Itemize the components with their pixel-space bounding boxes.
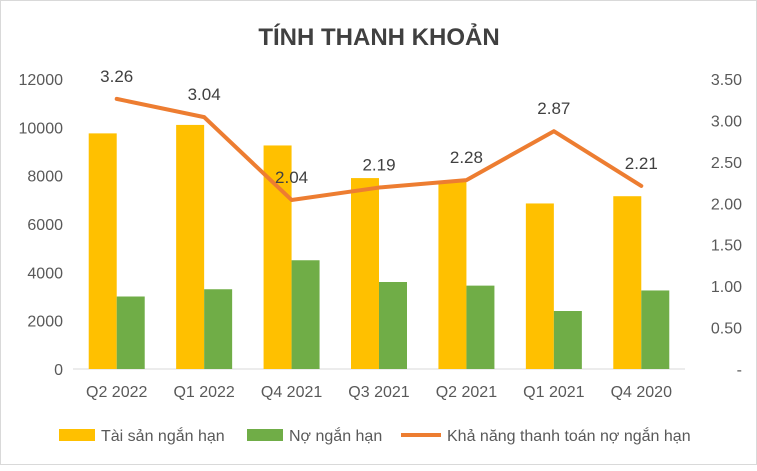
legend-label-no: Nợ ngắn hạn	[289, 426, 382, 445]
line-data-label: 2.21	[625, 154, 658, 173]
right-tick-label: 1.50	[711, 238, 742, 255]
category-label: Q2 2022	[86, 384, 147, 401]
category-label: Q1 2022	[173, 384, 234, 401]
left-axis: 0 2000 4000 6000 8000 10000 12000	[19, 72, 64, 379]
right-tick-label: 3.00	[711, 113, 742, 130]
bar-no-ngan-han	[641, 290, 670, 369]
bar-no-ngan-han	[291, 260, 320, 369]
bar-tai-san-ngan-han	[613, 196, 642, 369]
right-tick-label: 1.00	[711, 279, 742, 296]
right-tick-label: 0.50	[711, 321, 742, 338]
category-label: Q4 2021	[261, 384, 322, 401]
right-tick-label: -	[737, 362, 742, 379]
bar-tai-san-ngan-han	[88, 133, 117, 369]
category-labels: Q2 2022 Q1 2022 Q4 2021 Q3 2021 Q2 2021 Q1 20…	[86, 384, 672, 401]
left-tick-label: 8000	[27, 169, 63, 186]
line-data-label: 2.19	[362, 156, 395, 175]
bar-tai-san-ngan-han	[176, 124, 205, 370]
legend-label-kha-nang: Khả năng thanh toán nợ ngắn hạn	[447, 426, 691, 445]
line-series-group: 3.26 3.04 2.04 2.19 2.28 2.87 2.21	[100, 67, 658, 202]
left-tick-label: 10000	[19, 120, 64, 137]
left-tick-label: 2000	[27, 314, 63, 331]
bar-tai-san-ngan-han	[263, 145, 292, 369]
right-tick-label: 3.50	[711, 72, 742, 89]
legend-label-tai-san: Tài sản ngắn hạn	[101, 426, 225, 445]
category-label: Q2 2021	[436, 384, 497, 401]
bar-tai-san-ngan-han	[525, 203, 554, 369]
chart-title: TÍNH THANH KHOẢN	[258, 22, 499, 51]
line-data-label: 3.04	[188, 85, 221, 104]
legend-swatch-no	[247, 429, 283, 441]
bar-tai-san-ngan-han	[438, 180, 467, 369]
left-tick-label: 0	[54, 362, 63, 379]
bars-group	[88, 124, 670, 370]
line-kha-nang-thanh-toan	[114, 96, 644, 202]
bar-no-ngan-han	[466, 285, 495, 369]
line-data-label: 2.04	[275, 168, 308, 187]
line-data-label: 3.26	[100, 67, 133, 86]
legend: Tài sản ngắn hạn Nợ ngắn hạn Khả năng than…	[59, 426, 691, 445]
line-data-label: 2.87	[537, 99, 570, 118]
bar-tai-san-ngan-han	[351, 178, 379, 369]
left-tick-label: 6000	[27, 217, 63, 234]
bar-no-ngan-han	[116, 296, 145, 369]
bar-no-ngan-han	[379, 282, 407, 369]
legend-swatch-tai-san	[59, 429, 95, 441]
category-label: Q1 2021	[523, 384, 584, 401]
left-tick-label: 12000	[19, 72, 64, 89]
right-tick-label: 2.50	[711, 155, 742, 172]
category-label: Q4 2020	[611, 384, 672, 401]
bar-no-ngan-han	[204, 289, 233, 369]
line-data-label: 2.28	[450, 148, 483, 167]
right-axis: - 0.50 1.00 1.50 2.00 2.50 3.00 3.50	[711, 72, 742, 379]
bar-no-ngan-han	[553, 311, 582, 369]
right-tick-label: 2.00	[711, 196, 742, 213]
left-tick-label: 4000	[27, 265, 63, 282]
category-label: Q3 2021	[348, 384, 409, 401]
